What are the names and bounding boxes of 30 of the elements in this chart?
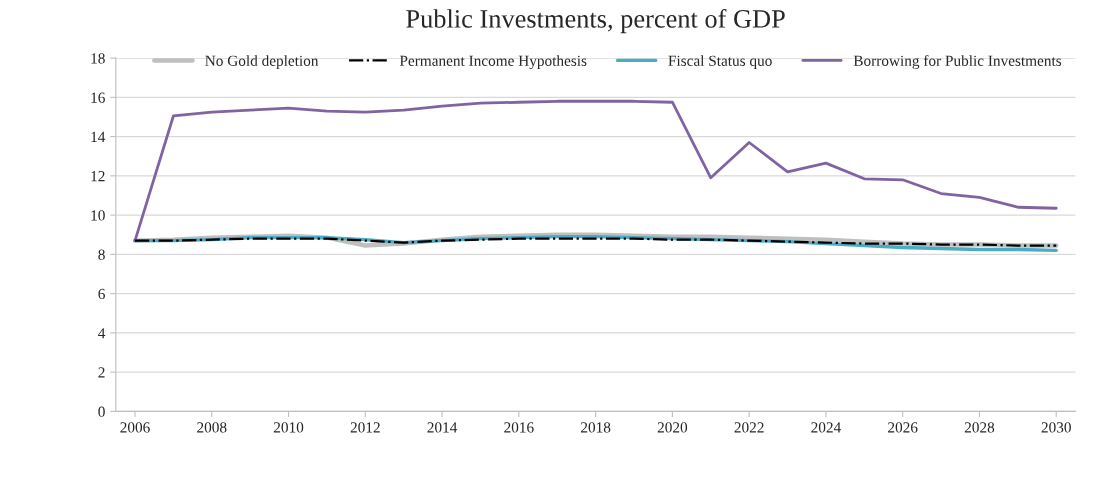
y-tick-label: 12 [91, 171, 105, 182]
x-tick-label: 2010 [273, 422, 304, 433]
x-tick-label: 2022 [734, 422, 764, 433]
legend-label: Fiscal Status quo [668, 55, 772, 70]
x-tick-label: 2018 [581, 422, 611, 433]
x-tick-label: 2008 [197, 422, 227, 433]
x-tick-label: 2028 [964, 422, 995, 433]
y-tick-label: 10 [91, 210, 105, 221]
legend-label: Permanent Income Hypothesis [399, 55, 587, 70]
x-tick-label: 2020 [657, 422, 688, 433]
legend-label: Borrowing for Public Investments [853, 55, 1062, 70]
y-tick-label: 0 [98, 406, 105, 417]
line-series [133, 237, 1058, 247]
y-tick-label: 14 [91, 131, 106, 142]
y-tick-label: 6 [98, 288, 105, 300]
legend-label: No Gold depletion [205, 55, 319, 70]
x-tick-label: 2030 [1041, 422, 1071, 433]
line-series [133, 99, 1058, 243]
chart-title: Public Investments, percent of GDP [406, 8, 785, 34]
y-tick-label: 16 [91, 92, 105, 103]
x-tick-label: 2026 [888, 422, 918, 433]
x-tick-label: 2006 [120, 422, 150, 433]
y-tick-label: 2 [98, 367, 105, 378]
y-tick-label: 8 [98, 249, 105, 260]
x-tick-label: 2016 [504, 422, 534, 433]
x-tick-label: 2012 [350, 422, 380, 433]
x-tick-label: 2024 [811, 422, 841, 433]
y-tick-label: 18 [91, 53, 105, 64]
x-tick-label: 2014 [427, 422, 458, 433]
y-tick-label: 4 [98, 328, 106, 339]
